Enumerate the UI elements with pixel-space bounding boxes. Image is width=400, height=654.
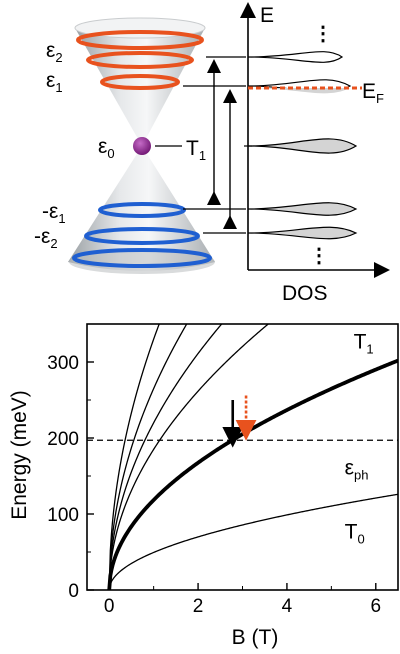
fermi-label: EF: [362, 80, 384, 106]
series-line-level-2: [108, 324, 270, 590]
ring-eps1-bottom: [98, 202, 186, 218]
label-eps2-top: ε2: [46, 39, 63, 65]
dos-peaks: [247, 51, 358, 240]
dirac-point: [133, 137, 151, 155]
ring-eps2-top: [76, 30, 204, 50]
y-tick-label: 0: [68, 581, 79, 602]
y-tick-label: 100: [47, 505, 79, 526]
series-line-T0: [108, 493, 398, 590]
series-line-level-3: [108, 324, 223, 590]
y-axis-title: Energy (meV): [8, 390, 31, 520]
lower-landau-rings: [72, 202, 212, 268]
label-eps1-top: ε1: [46, 69, 63, 95]
x-tick-label: 4: [282, 596, 293, 617]
label-t1-cone: T1: [186, 137, 206, 163]
dos-peak-eps0: [247, 138, 358, 154]
lower-cone-bottom: [69, 250, 215, 274]
ring-eps2-bottom-b: [72, 248, 212, 268]
dos-ellipsis-bottom: ⋮: [309, 245, 329, 267]
y-tick-label: 300: [47, 353, 79, 374]
dos-energy-label: E: [260, 4, 274, 27]
series-label-T0: T0: [345, 520, 365, 546]
x-tick-label: 2: [193, 596, 204, 617]
y-tick-label: 200: [47, 429, 79, 450]
dos-axis-label: DOS: [282, 282, 328, 305]
dirac-cone-diagram: ε2 ε1 ε0 T1 -ε1 -ε2 E DOS EF ⋮ ⋮: [34, 2, 390, 305]
ring-eps2-bottom-a: [84, 227, 200, 245]
x-axis-title: B (T): [232, 626, 279, 649]
x-tick-label: 6: [370, 596, 381, 617]
dos-peak-neg-eps1: [247, 202, 358, 216]
dos-peak-neg-eps2: [247, 226, 358, 240]
dos-ellipsis-top: ⋮: [313, 23, 333, 45]
ring-eps1-top: [100, 74, 180, 90]
upper-cone: [75, 20, 205, 146]
x-tick-label: 0: [104, 596, 115, 617]
upper-landau-rings: [76, 30, 204, 90]
label-eps2-bottom: -ε2: [34, 225, 58, 251]
dos-axes: [240, 2, 390, 278]
energy-vs-field-chart: 0 2 4 6 0 100 200 300 T0 T1 εph Energy (meV) B (T): [8, 323, 399, 649]
series-line-level-4: [108, 324, 188, 590]
phonon-energy-label: εph: [345, 456, 369, 482]
label-eps1-bottom: -ε1: [42, 200, 66, 226]
ring-eps1-mid: [86, 51, 194, 69]
transition-arrows: [207, 59, 237, 229]
label-eps0: ε0: [98, 135, 115, 161]
dos-peak-eps2: [247, 51, 344, 63]
series-line-level-5: [108, 324, 160, 590]
series-label-T1: T1: [354, 330, 374, 356]
